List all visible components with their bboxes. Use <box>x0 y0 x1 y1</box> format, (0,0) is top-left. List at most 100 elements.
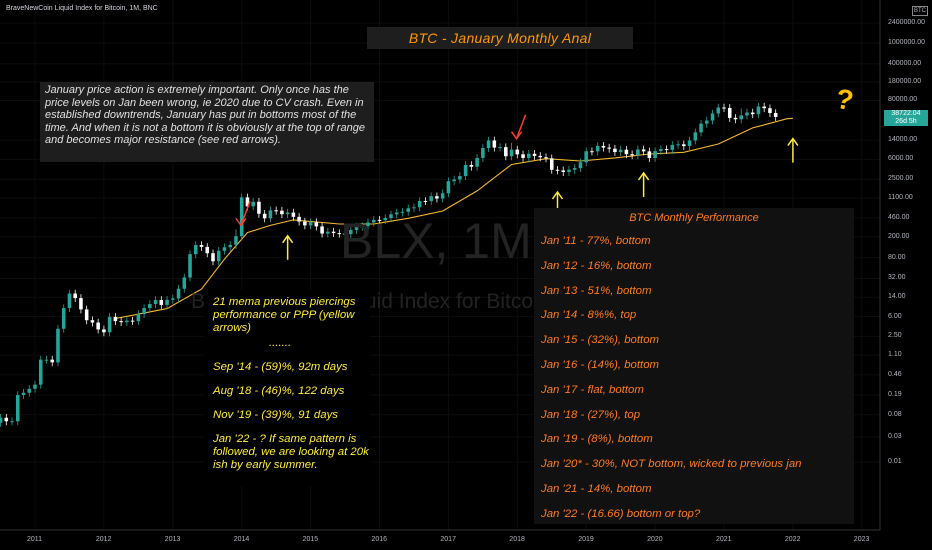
candle-body <box>33 384 37 389</box>
y-tick-label: 1.10 <box>888 351 902 359</box>
candle-body <box>727 107 732 118</box>
y-axis[interactable]: 2400000.00 1000000.00 400000.00 180000.00 80… <box>880 0 932 530</box>
chart-title: BTC - January Monthly Anal <box>408 30 592 46</box>
y-tick-label: 0.01 <box>888 458 902 465</box>
candle-body <box>90 320 95 323</box>
currency-badge[interactable]: BTC <box>912 6 928 16</box>
candle-body <box>337 233 342 235</box>
bar-countdown: 26d 5h <box>895 118 917 125</box>
performance-item: Jan '11 - 77%, bottom <box>541 235 651 247</box>
candle-body <box>0 417 3 423</box>
candle-body <box>578 162 583 169</box>
candle-body <box>107 316 112 333</box>
analysis-note-text: January price action is extremely import… <box>45 84 365 147</box>
candle-body <box>504 147 508 157</box>
x-tick-label: 2012 <box>95 536 112 543</box>
x-tick-label: 2015 <box>302 536 319 543</box>
candle-body <box>73 293 77 299</box>
x-tick-label: 2022 <box>784 536 801 543</box>
performance-item: Jan '13 - 51%, bottom <box>541 284 652 297</box>
y-tick-label: 2400000.00 <box>888 19 925 27</box>
candle-body <box>601 145 606 148</box>
title-box[interactable]: BTC - January Monthly Anal <box>367 27 633 49</box>
performance-item: Jan '15 - (32%), bottom <box>541 334 660 347</box>
performance-title: BTC Monthly Performance <box>629 212 759 224</box>
candle-body <box>595 145 600 152</box>
candle-body <box>343 233 347 235</box>
y-tick-label: 0.08 <box>888 410 902 418</box>
candle-body <box>389 214 393 219</box>
candle-body <box>458 176 462 180</box>
candle-body <box>171 298 175 300</box>
performance-list: Jan '11 - 77%, bottom Jan '12 - 16%, bot… <box>541 235 801 533</box>
candle-body <box>486 140 491 149</box>
candle-body <box>257 201 261 214</box>
candle-body <box>320 226 324 234</box>
candle-body <box>234 236 238 245</box>
candle-body <box>469 164 474 167</box>
candle-body <box>567 169 571 172</box>
candle-body <box>630 154 634 156</box>
candle-body <box>245 197 250 207</box>
candle-body <box>354 226 359 230</box>
candle-body <box>165 299 169 305</box>
ppp-note[interactable]: 21 mema previous piercings performance o… <box>204 290 370 486</box>
candle-body <box>130 320 135 322</box>
candle-body <box>383 218 388 221</box>
candle-body <box>193 245 198 255</box>
candle-body <box>584 151 588 163</box>
candle-body <box>113 316 118 322</box>
last-price: 38722.04 <box>891 110 921 117</box>
y-tick-label: 2500.00 <box>888 175 914 183</box>
candle-body <box>377 219 382 221</box>
candle-body <box>521 154 525 158</box>
y-tick-label: 180000.00 <box>888 78 922 86</box>
candle-body <box>280 210 284 215</box>
red-arrow <box>515 114 527 140</box>
candle-body <box>79 298 83 310</box>
ppp-item: Aug '18 - (46)%, 122 days <box>213 385 345 397</box>
analysis-note[interactable]: January price action is extremely import… <box>40 82 374 162</box>
candle-body <box>142 308 146 315</box>
candle-body <box>291 212 296 217</box>
candle-body <box>613 148 617 153</box>
candle-body <box>199 245 204 247</box>
ppp-heading: 21 mema previous piercings performance o… <box>213 296 359 334</box>
y-tick-label: 460.00 <box>888 213 910 221</box>
candle-body <box>211 253 215 262</box>
candle-body <box>561 170 566 172</box>
y-tick-label: 1000000.00 <box>888 39 925 47</box>
yellow-arrow <box>282 234 294 244</box>
x-tick-label: 2017 <box>440 536 456 543</box>
candle-body <box>417 200 422 208</box>
performance-item: Jan '21 - 14%, bottom <box>541 482 652 495</box>
performance-table[interactable]: BTC Monthly Performance Jan '11 - 77%, b… <box>534 208 854 524</box>
ppp-dots: ....... <box>269 337 292 349</box>
candle-body <box>618 149 623 153</box>
candle-body <box>4 417 9 422</box>
candle-body <box>687 140 692 147</box>
y-tick-label: 0.19 <box>888 391 902 399</box>
yellow-arrow <box>551 190 564 200</box>
ppp-item: Nov '19 - (39)%, 91 days <box>213 409 338 421</box>
candle-body <box>102 329 106 333</box>
candle-body <box>84 309 89 321</box>
performance-item: Jan '17 - flat, bottom <box>541 383 644 396</box>
candle-body <box>733 117 738 120</box>
candle-body <box>463 164 468 177</box>
candle-body <box>693 132 698 141</box>
x-tick-label: 2018 <box>509 536 525 543</box>
x-tick-label: 2014 <box>233 536 250 543</box>
yellow-arrow <box>638 171 650 181</box>
candle-body <box>682 144 686 147</box>
candle-body <box>268 210 273 219</box>
candle-body <box>366 222 370 227</box>
candle-body <box>745 112 749 116</box>
candle-body <box>641 149 646 152</box>
ppp-closing: Jan '22 - ? If same pattern is followed,… <box>213 433 372 471</box>
candle-body <box>360 226 365 228</box>
candle-body <box>61 308 66 329</box>
candle-body <box>412 207 416 209</box>
candle-body <box>159 300 164 305</box>
red-arrow <box>235 217 247 227</box>
